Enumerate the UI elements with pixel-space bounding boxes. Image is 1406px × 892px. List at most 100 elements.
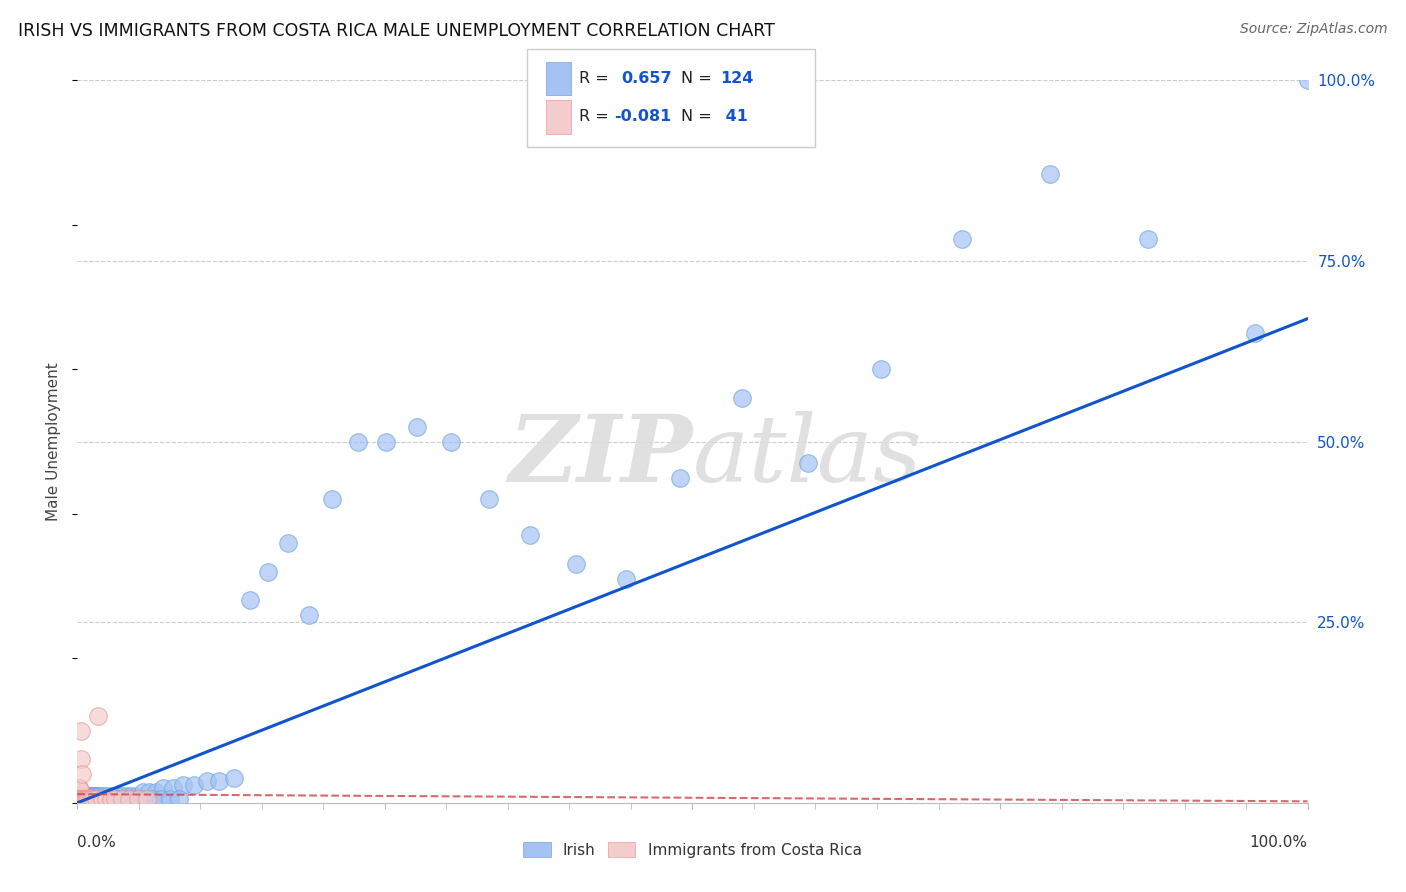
Point <box>321 492 343 507</box>
Point <box>75 792 97 806</box>
Point <box>614 572 637 586</box>
Point <box>70 792 93 806</box>
Point <box>93 789 115 803</box>
Point <box>67 792 90 806</box>
Point <box>70 792 93 806</box>
Point <box>115 789 138 803</box>
Point <box>67 781 90 796</box>
Point <box>70 792 93 806</box>
Point <box>69 792 91 806</box>
Text: 0.657: 0.657 <box>621 71 672 86</box>
Point <box>950 232 973 246</box>
Point <box>134 792 156 806</box>
Point <box>72 789 94 803</box>
Point <box>67 781 90 796</box>
Point <box>277 535 299 549</box>
Point <box>84 792 107 806</box>
Point <box>93 792 115 806</box>
Point <box>131 785 153 799</box>
Point <box>69 792 91 806</box>
Point <box>111 789 132 803</box>
Point <box>90 792 112 806</box>
Text: 124: 124 <box>720 71 754 86</box>
Point <box>70 792 93 806</box>
Point <box>69 792 91 806</box>
Point <box>67 792 90 806</box>
Point <box>101 789 124 803</box>
Point <box>107 789 129 803</box>
Point <box>69 792 91 806</box>
Point <box>82 792 104 806</box>
Point <box>70 789 93 803</box>
Point <box>298 607 321 622</box>
Point <box>222 771 245 785</box>
Point <box>127 792 149 806</box>
Point <box>67 792 90 806</box>
Legend: Irish, Immigrants from Costa Rica: Irish, Immigrants from Costa Rica <box>517 836 868 863</box>
Text: atlas: atlas <box>693 411 922 501</box>
Point <box>76 789 98 803</box>
Point <box>69 792 91 806</box>
Text: N =: N = <box>681 71 717 86</box>
Point <box>75 792 97 806</box>
Point <box>172 778 194 792</box>
Point <box>70 792 93 806</box>
Point <box>111 792 132 806</box>
Point <box>103 789 125 803</box>
Point <box>84 792 107 806</box>
Text: 100.0%: 100.0% <box>1250 835 1308 850</box>
Point <box>70 792 93 806</box>
Point <box>97 789 120 803</box>
Point <box>67 792 90 806</box>
Point <box>69 792 91 806</box>
Point <box>77 792 100 806</box>
Point <box>195 774 218 789</box>
Point <box>76 792 98 806</box>
Point <box>669 470 692 484</box>
Point <box>79 792 101 806</box>
Point <box>159 792 181 806</box>
Point <box>79 792 101 806</box>
Point <box>83 789 105 803</box>
Point <box>72 792 94 806</box>
Point <box>70 723 93 738</box>
Point <box>89 789 111 803</box>
Point <box>82 792 104 806</box>
Point <box>69 792 91 806</box>
Point <box>115 792 138 806</box>
Point <box>1296 73 1319 87</box>
Text: ZIP: ZIP <box>508 411 693 501</box>
Point <box>90 792 114 806</box>
Point <box>72 792 94 806</box>
Point <box>564 558 586 572</box>
Point <box>169 792 191 806</box>
Point <box>75 792 97 806</box>
Point <box>128 792 150 806</box>
Point <box>145 785 167 799</box>
Point <box>138 785 160 799</box>
Text: R =: R = <box>579 110 614 124</box>
Point <box>440 434 463 449</box>
Point <box>76 792 98 806</box>
Point <box>67 792 90 806</box>
Point <box>69 792 91 806</box>
Point <box>70 792 93 806</box>
Point <box>67 789 90 803</box>
Point <box>478 492 501 507</box>
Point <box>70 792 93 806</box>
Point <box>73 792 96 806</box>
Point <box>257 565 280 579</box>
Point <box>67 789 90 803</box>
Point <box>118 792 141 806</box>
Point <box>84 789 107 803</box>
Point <box>519 528 541 542</box>
Point <box>67 792 90 806</box>
Point <box>67 792 90 806</box>
Point <box>70 792 93 806</box>
Point <box>77 789 100 803</box>
Point <box>375 434 398 449</box>
Point <box>73 789 96 803</box>
Point <box>67 792 90 806</box>
Point <box>87 709 110 723</box>
Point <box>67 792 90 806</box>
